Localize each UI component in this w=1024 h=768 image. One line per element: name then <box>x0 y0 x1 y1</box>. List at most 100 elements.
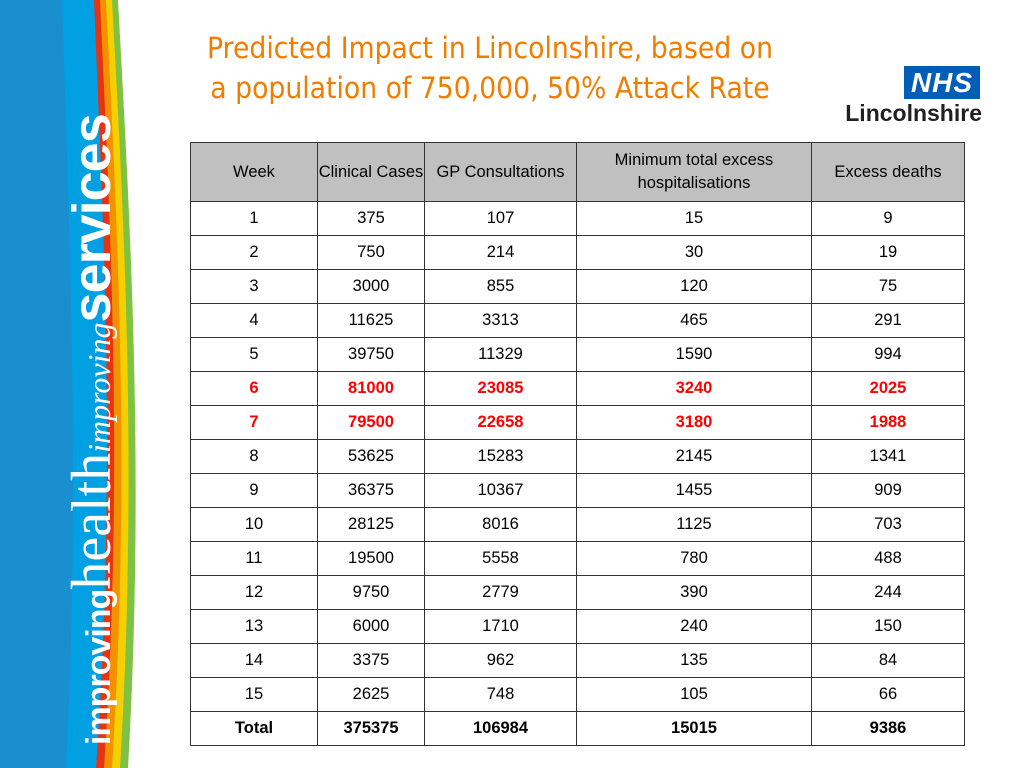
title-line-1: Predicted Impact in Lincolnshire, based … <box>206 31 774 65</box>
cell-excess-deaths: 703 <box>811 507 965 542</box>
cell-week: 3 <box>190 269 318 304</box>
side-banner: improvinghealthimprovingservices <box>0 0 150 768</box>
header-clinical-cases: Clinical Cases <box>317 142 425 202</box>
cell-hospitalisations: 465 <box>576 303 812 338</box>
logo-org-name: Lincolnshire <box>845 100 982 126</box>
table-row: 8 53625 15283 2145 1341 <box>190 439 965 474</box>
cell-week: 8 <box>190 439 318 474</box>
cell-excess-deaths: 1341 <box>811 439 965 474</box>
cell-week: 6 <box>190 371 318 406</box>
cell-clinical-cases: 28125 <box>317 507 425 542</box>
impact-table: Week Clinical Cases GP Consultations Min… <box>190 142 965 746</box>
cell-clinical-cases: 375 <box>317 201 425 236</box>
table-row-highlighted: 7 79500 22658 3180 1988 <box>190 405 965 440</box>
cell-hospitalisations: 1125 <box>576 507 812 542</box>
table-row: 12 9750 2779 390 244 <box>190 575 965 610</box>
cell-hospitalisations: 3180 <box>576 405 812 440</box>
cell-gp-consultations: 855 <box>424 269 577 304</box>
table-header-row: Week Clinical Cases GP Consultations Min… <box>190 142 965 202</box>
header-hospitalisations: Minimum total excess hospitalisations <box>576 142 812 202</box>
cell-hospitalisations: 135 <box>576 643 812 678</box>
table-row: 15 2625 748 105 66 <box>190 677 965 712</box>
cell-excess-deaths: 994 <box>811 337 965 372</box>
cell-gp-consultations: 748 <box>424 677 577 712</box>
cell-gp-consultations: 10367 <box>424 473 577 508</box>
header-excess-deaths: Excess deaths <box>811 142 965 202</box>
cell-hospitalisations: 780 <box>576 541 812 576</box>
cell-week: 15 <box>190 677 318 712</box>
cell-gp-consultations: 22658 <box>424 405 577 440</box>
cell-clinical-cases: 79500 <box>317 405 425 440</box>
cell-excess-deaths: 2025 <box>811 371 965 406</box>
cell-clinical-cases: 19500 <box>317 541 425 576</box>
cell-clinical-cases: 3375 <box>317 643 425 678</box>
cell-excess-deaths: 244 <box>811 575 965 610</box>
cell-clinical-cases: 9750 <box>317 575 425 610</box>
cell-hospitalisations: 1590 <box>576 337 812 372</box>
cell-week: 13 <box>190 609 318 644</box>
table-total-row: Total 375375 106984 15015 9386 <box>190 711 965 746</box>
cell-gp-consultations: 3313 <box>424 303 577 338</box>
table-row-highlighted: 6 81000 23085 3240 2025 <box>190 371 965 406</box>
cell-hospitalisations: 390 <box>576 575 812 610</box>
table-row: 5 39750 11329 1590 994 <box>190 337 965 372</box>
total-gp-consultations: 106984 <box>424 711 577 746</box>
table-row: 13 6000 1710 240 150 <box>190 609 965 644</box>
cell-excess-deaths: 150 <box>811 609 965 644</box>
cell-hospitalisations: 2145 <box>576 439 812 474</box>
cell-excess-deaths: 488 <box>811 541 965 576</box>
total-clinical-cases: 375375 <box>317 711 425 746</box>
title-line-2: a population of 750,000, 50% Attack Rate <box>210 71 770 105</box>
cell-clinical-cases: 39750 <box>317 337 425 372</box>
cell-week: 11 <box>190 541 318 576</box>
cell-week: 1 <box>190 201 318 236</box>
total-label: Total <box>190 711 318 746</box>
cell-clinical-cases: 53625 <box>317 439 425 474</box>
cell-hospitalisations: 30 <box>576 235 812 270</box>
cell-week: 2 <box>190 235 318 270</box>
total-hospitalisations: 15015 <box>576 711 812 746</box>
cell-hospitalisations: 240 <box>576 609 812 644</box>
cell-hospitalisations: 3240 <box>576 371 812 406</box>
cell-week: 5 <box>190 337 318 372</box>
cell-gp-consultations: 8016 <box>424 507 577 542</box>
cell-excess-deaths: 19 <box>811 235 965 270</box>
nhs-mark: NHS <box>904 66 980 99</box>
total-excess-deaths: 9386 <box>811 711 965 746</box>
table-row: 14 3375 962 135 84 <box>190 643 965 678</box>
cell-gp-consultations: 5558 <box>424 541 577 576</box>
cell-week: 10 <box>190 507 318 542</box>
nhs-logo: NHS Lincolnshire <box>834 66 984 126</box>
cell-hospitalisations: 120 <box>576 269 812 304</box>
cell-hospitalisations: 105 <box>576 677 812 712</box>
table-row: 9 36375 10367 1455 909 <box>190 473 965 508</box>
table-row: 3 3000 855 120 75 <box>190 269 965 304</box>
cell-excess-deaths: 66 <box>811 677 965 712</box>
table-row: 4 11625 3313 465 291 <box>190 303 965 338</box>
cell-gp-consultations: 962 <box>424 643 577 678</box>
table-row: 1 375 107 15 9 <box>190 201 965 236</box>
table-row: 2 750 214 30 19 <box>190 235 965 270</box>
header-week: Week <box>190 142 318 202</box>
cell-excess-deaths: 75 <box>811 269 965 304</box>
cell-clinical-cases: 3000 <box>317 269 425 304</box>
cell-excess-deaths: 1988 <box>811 405 965 440</box>
cell-clinical-cases: 2625 <box>317 677 425 712</box>
cell-clinical-cases: 6000 <box>317 609 425 644</box>
header-gp-consultations: GP Consultations <box>424 142 577 202</box>
cell-gp-consultations: 11329 <box>424 337 577 372</box>
cell-excess-deaths: 291 <box>811 303 965 338</box>
cell-clinical-cases: 750 <box>317 235 425 270</box>
cell-gp-consultations: 214 <box>424 235 577 270</box>
cell-gp-consultations: 2779 <box>424 575 577 610</box>
cell-gp-consultations: 107 <box>424 201 577 236</box>
cell-excess-deaths: 909 <box>811 473 965 508</box>
cell-clinical-cases: 81000 <box>317 371 425 406</box>
banner-tagline: improvinghealthimprovingservices <box>61 114 123 745</box>
cell-clinical-cases: 11625 <box>317 303 425 338</box>
cell-excess-deaths: 9 <box>811 201 965 236</box>
cell-week: 12 <box>190 575 318 610</box>
cell-week: 7 <box>190 405 318 440</box>
cell-excess-deaths: 84 <box>811 643 965 678</box>
cell-clinical-cases: 36375 <box>317 473 425 508</box>
